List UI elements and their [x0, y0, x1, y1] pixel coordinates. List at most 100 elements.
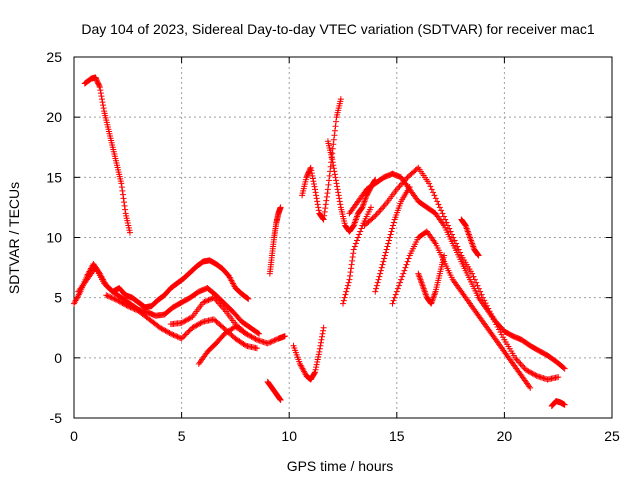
data-point	[319, 333, 326, 340]
data-point	[477, 288, 484, 295]
data-point	[357, 228, 364, 235]
data-point	[376, 273, 383, 280]
data-point	[403, 261, 410, 268]
data-point	[96, 84, 103, 91]
data-point	[128, 304, 135, 311]
data-point	[241, 341, 248, 348]
data-point	[120, 195, 127, 202]
data-point	[254, 330, 261, 337]
data-point	[457, 249, 464, 256]
data-point	[390, 297, 397, 304]
data-point	[379, 261, 386, 268]
data-point	[103, 292, 110, 299]
data-point	[370, 214, 377, 221]
data-point	[406, 183, 413, 190]
data-point	[389, 300, 396, 307]
data-point	[256, 330, 263, 337]
data-point	[281, 333, 288, 340]
data-point	[473, 279, 480, 286]
series-track-r	[458, 216, 482, 259]
data-point	[374, 209, 381, 216]
data-point	[315, 204, 322, 211]
x-tick-label: 10	[281, 428, 297, 444]
data-point	[331, 171, 338, 178]
data-point	[436, 204, 443, 211]
data-point	[321, 208, 328, 215]
data-point	[372, 288, 379, 295]
data-point	[313, 192, 320, 199]
x-axis-label: GPS time / hours	[287, 458, 394, 474]
data-point	[131, 306, 138, 313]
data-point	[277, 396, 284, 403]
data-point	[486, 308, 493, 315]
data-point	[381, 255, 388, 262]
series-track-p	[340, 204, 374, 307]
data-point	[353, 237, 360, 244]
series-track-h	[264, 378, 284, 403]
data-point	[375, 276, 382, 283]
data-point	[345, 279, 352, 286]
data-point	[121, 199, 128, 206]
data-point	[309, 175, 316, 182]
data-point	[177, 334, 184, 341]
data-point	[344, 282, 351, 289]
data-point	[483, 302, 490, 309]
data-point	[312, 189, 319, 196]
data-point	[112, 296, 119, 303]
data-point	[326, 177, 333, 184]
data-point	[100, 105, 107, 112]
data-point	[130, 305, 137, 312]
data-point	[448, 231, 455, 238]
data-point	[205, 297, 212, 304]
data-point	[396, 183, 403, 190]
data-point	[98, 93, 105, 100]
data-point	[334, 183, 341, 190]
data-point	[332, 174, 339, 181]
series-track-q	[372, 183, 413, 295]
data-point	[315, 351, 322, 358]
data-point	[561, 401, 568, 408]
data-point	[348, 261, 355, 268]
data-point	[454, 243, 461, 250]
data-point	[321, 212, 328, 219]
data-point	[386, 234, 393, 241]
data-point	[97, 87, 104, 94]
data-point	[252, 336, 259, 343]
data-point	[118, 184, 125, 191]
data-point	[331, 127, 338, 134]
data-point	[489, 313, 496, 320]
x-tick-label: 20	[497, 428, 513, 444]
data-point	[442, 216, 449, 223]
chart-title: Day 104 of 2023, Sidereal Day-to-day VTE…	[81, 21, 594, 37]
data-point	[487, 310, 494, 317]
y-tick-label: 15	[46, 169, 62, 185]
series-track-j	[299, 96, 344, 223]
data-point	[387, 231, 394, 238]
data-point	[182, 331, 189, 338]
data-point	[394, 285, 401, 292]
data-point	[341, 294, 348, 301]
data-point	[346, 276, 353, 283]
data-point	[451, 237, 458, 244]
series-track-k	[324, 138, 379, 235]
data-point	[170, 331, 177, 338]
data-point	[271, 337, 278, 344]
data-point	[385, 240, 392, 247]
data-point	[119, 191, 126, 198]
data-point	[356, 231, 363, 238]
data-point	[447, 228, 454, 235]
data-point	[316, 345, 323, 352]
data-point	[312, 369, 319, 376]
data-point	[167, 330, 174, 337]
data-point	[310, 178, 317, 185]
data-point	[427, 183, 434, 190]
data-point	[518, 362, 525, 369]
data-point	[520, 363, 527, 370]
data-point	[358, 225, 365, 232]
data-marks	[71, 74, 568, 409]
data-point	[126, 303, 133, 310]
data-point	[310, 180, 317, 187]
data-point	[100, 102, 107, 109]
series-track-i	[290, 324, 327, 383]
data-point	[380, 203, 387, 210]
